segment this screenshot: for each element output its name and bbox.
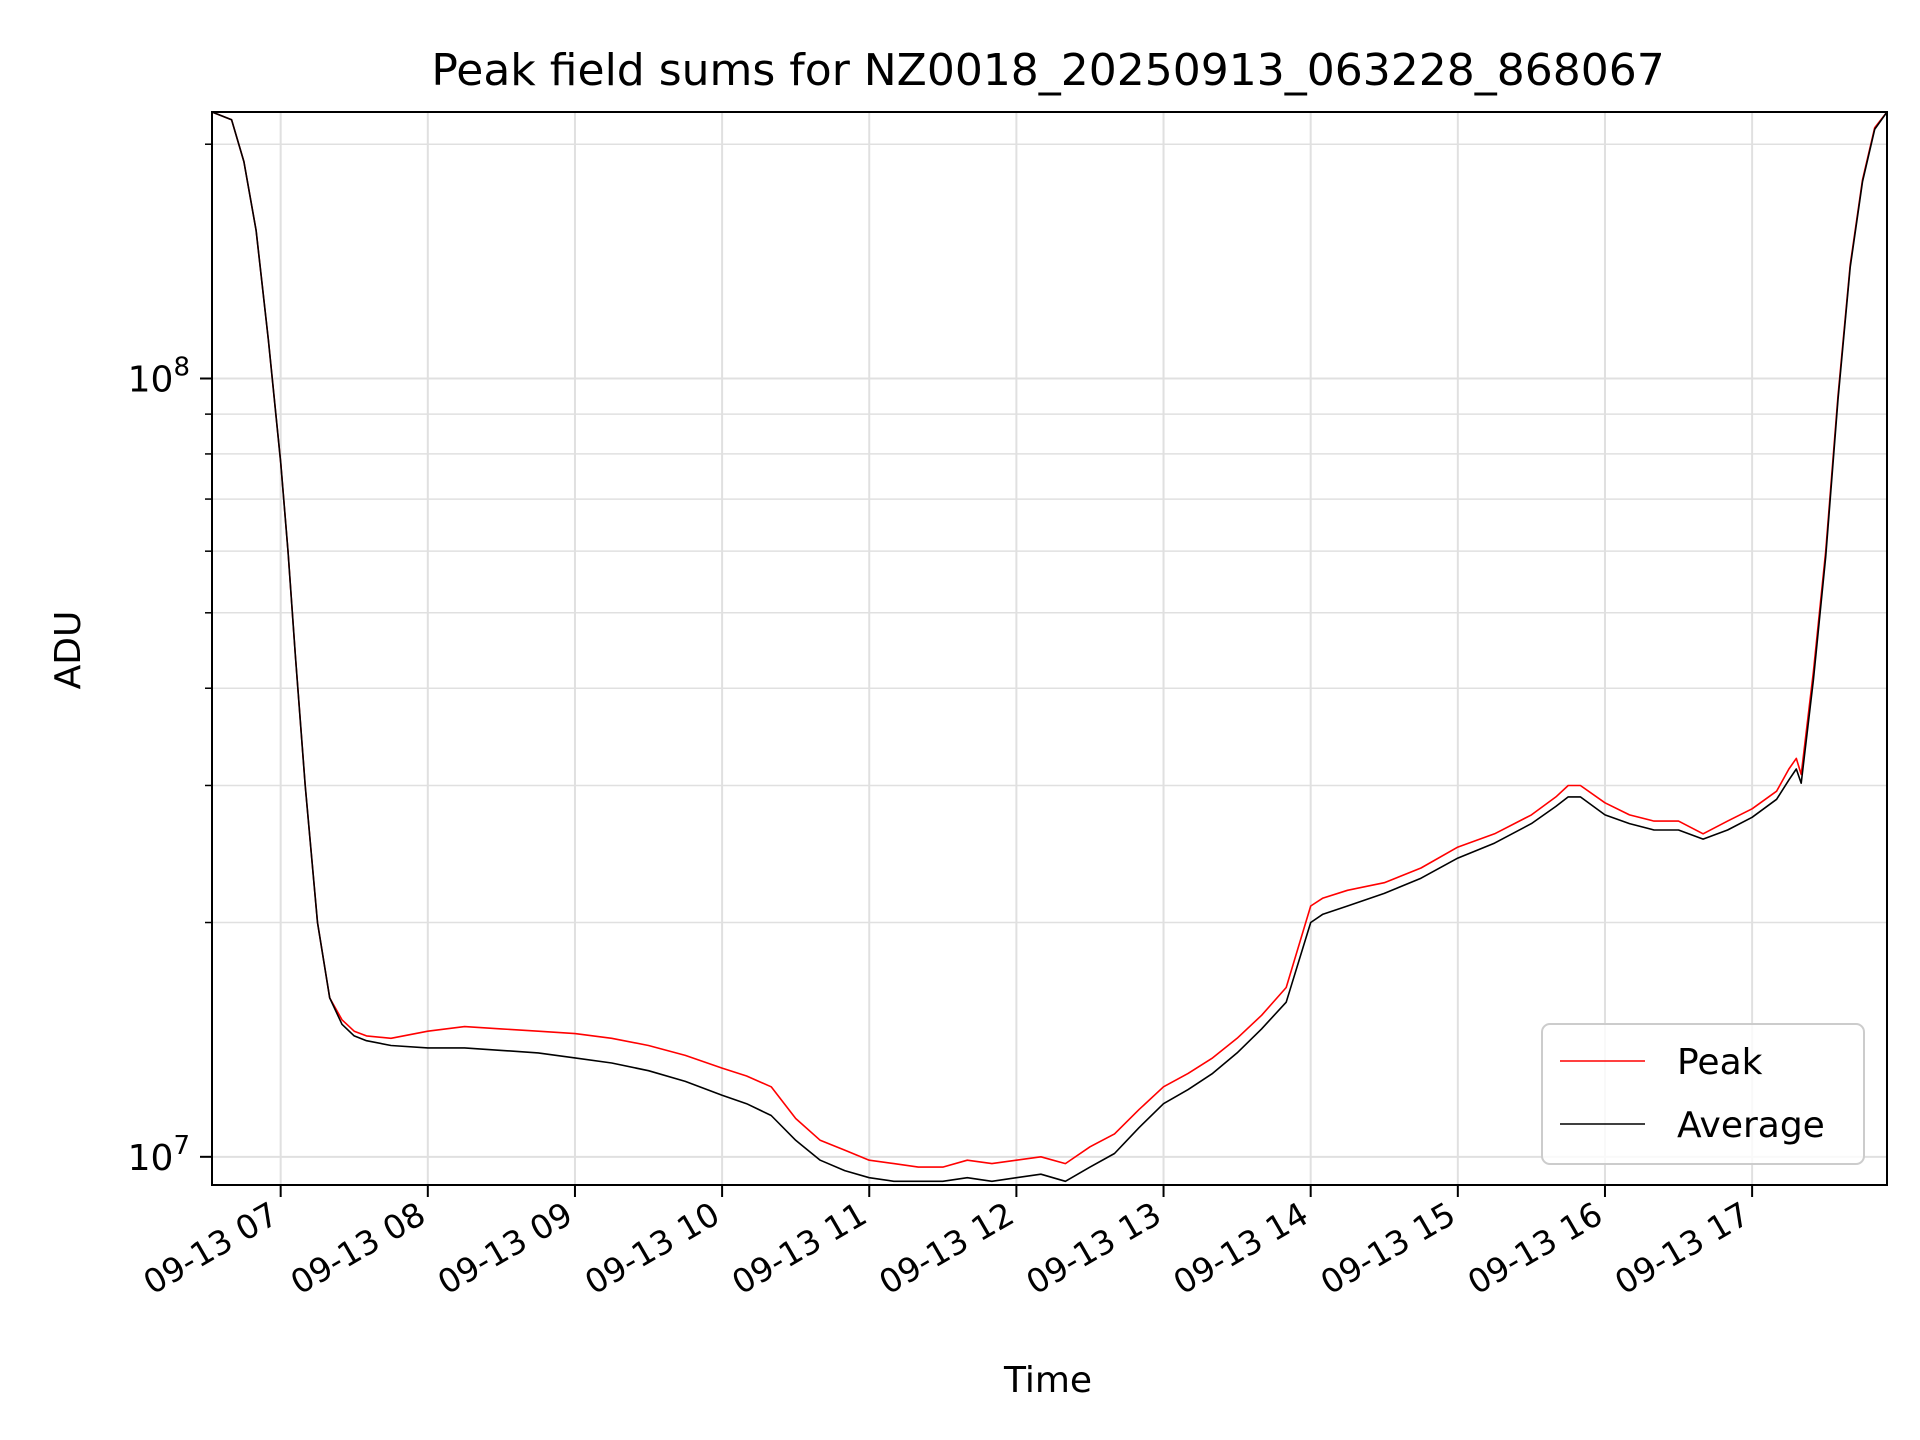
legend: Peak Average bbox=[1541, 1023, 1865, 1165]
legend-box bbox=[1541, 1023, 1865, 1165]
series-group bbox=[211, 111, 1888, 1183]
y-tick-base: 10 bbox=[128, 360, 174, 401]
chart-title: Peak field sums for NZ0018_20250913_0632… bbox=[431, 45, 1664, 96]
y-tick-label: 108 bbox=[128, 353, 190, 401]
y-tick-base: 10 bbox=[128, 1138, 174, 1179]
legend-label-average: Average bbox=[1677, 1105, 1825, 1146]
grid bbox=[212, 112, 1887, 1185]
y-tick-exponent: 8 bbox=[173, 353, 190, 383]
series-line-average bbox=[211, 111, 1888, 1183]
series-line-peak bbox=[211, 111, 1888, 1168]
x-axis-label: Time bbox=[1003, 1360, 1092, 1401]
y-tick-label: 107 bbox=[128, 1131, 190, 1179]
legend-label-peak: Peak bbox=[1677, 1042, 1763, 1083]
y-axis-label: ADU bbox=[48, 611, 89, 690]
plot-frame bbox=[211, 111, 1888, 1186]
y-tick-exponent: 7 bbox=[173, 1131, 190, 1161]
